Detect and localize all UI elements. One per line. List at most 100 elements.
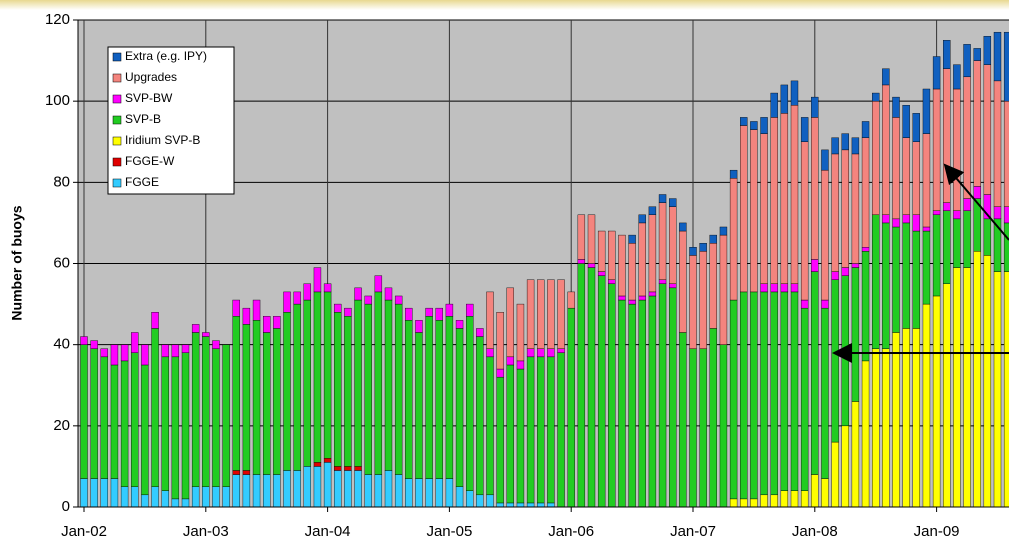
bar-segment: [344, 316, 352, 467]
bar-segment: [679, 332, 687, 508]
bar-segment: [821, 169, 829, 301]
bar-segment: [202, 336, 210, 487]
bar-segment: [689, 348, 697, 508]
bar-segment: [648, 291, 657, 297]
bar-segment: [293, 303, 301, 471]
bar-segment: [943, 283, 951, 508]
bar-segment: [811, 259, 819, 272]
bar-segment: [800, 307, 809, 491]
top-band: [0, 0, 1009, 10]
bar-segment: [567, 307, 575, 508]
bar-segment: [476, 328, 484, 337]
legend-swatch: [112, 52, 122, 62]
bar-segment: [445, 303, 454, 317]
bar-segment: [790, 283, 799, 293]
bar-segment: [922, 230, 931, 305]
bar-segment: [892, 226, 900, 333]
bar-segment: [466, 490, 474, 508]
bar-segment: [557, 348, 565, 353]
bar-segment: [212, 348, 220, 487]
bar-segment: [232, 299, 240, 317]
bar-segment: [141, 494, 149, 508]
bar-segment: [466, 303, 474, 317]
legend-swatch: [112, 94, 122, 104]
bar-segment: [872, 100, 880, 215]
legend-label: SVP-B: [125, 112, 161, 126]
bar-segment: [364, 474, 372, 508]
x-tick-label: Jan-05: [426, 523, 472, 540]
legend-swatch: [112, 178, 122, 188]
bar-segment: [882, 222, 890, 349]
bar-segment: [760, 133, 768, 284]
bar-segment: [679, 222, 687, 232]
bar-segment: [394, 303, 403, 475]
bar-segment: [202, 332, 210, 337]
x-tick-label: Jan-09: [914, 523, 960, 540]
x-tick-label: Jan-04: [305, 523, 351, 540]
bar-segment: [496, 376, 504, 504]
x-tick-label: Jan-02: [61, 523, 107, 540]
bar-segment: [831, 271, 839, 280]
bar-segment: [425, 307, 433, 317]
bar-segment: [851, 137, 860, 155]
bar-segment: [912, 141, 920, 216]
bar-segment: [882, 214, 890, 224]
bar-segment: [435, 307, 443, 321]
bar-segment: [811, 474, 819, 508]
bar-segment: [120, 344, 129, 362]
bar-segment: [232, 470, 240, 475]
bar-segment: [628, 243, 636, 301]
bar-segment: [669, 206, 677, 284]
bar-segment: [953, 88, 961, 211]
bar-segment: [313, 267, 322, 293]
bar-segment: [537, 356, 545, 504]
bar-segment: [334, 466, 342, 471]
x-tick-label: Jan-08: [792, 523, 838, 540]
bar-segment: [486, 291, 494, 349]
bar-segment: [892, 218, 900, 228]
bar-segment: [831, 279, 839, 443]
bar-segment: [222, 344, 230, 487]
bar-segment: [760, 117, 768, 134]
bar-segment: [729, 299, 738, 500]
bar-segment: [1003, 206, 1009, 224]
bar-segment: [526, 348, 535, 358]
bar-segment: [669, 283, 677, 289]
bar-segment: [851, 267, 860, 402]
bar-segment: [912, 214, 920, 232]
bar-segment: [699, 251, 707, 349]
bar-segment: [973, 186, 981, 199]
y-tick-label: 100: [45, 92, 70, 109]
bar-segment: [892, 96, 900, 118]
bar-segment: [729, 178, 738, 301]
bar-segment: [902, 105, 910, 138]
bar-segment: [293, 291, 301, 305]
bar-segment: [882, 84, 890, 216]
bar-segment: [486, 356, 494, 496]
bar-segment: [303, 299, 311, 467]
bar-segment: [526, 279, 535, 349]
bar-segment: [861, 360, 870, 508]
bar-segment: [800, 141, 809, 301]
bar-segment: [719, 344, 728, 508]
bar-segment: [323, 291, 332, 459]
bar-segment: [516, 368, 525, 504]
bar-segment: [252, 320, 261, 475]
bar-segment: [1003, 31, 1009, 102]
bar-segment: [466, 316, 474, 491]
bar-segment: [435, 478, 443, 508]
bar-segment: [882, 68, 890, 86]
bar-segment: [750, 129, 758, 293]
bar-segment: [953, 64, 961, 90]
bar-segment: [811, 271, 819, 475]
bar-segment: [283, 470, 291, 508]
bar-segment: [811, 117, 819, 260]
bar-segment: [242, 470, 251, 475]
bar-segment: [80, 478, 88, 508]
bar-segment: [344, 466, 352, 471]
y-axis-label: Number of buoys: [9, 205, 25, 320]
bar-segment: [445, 316, 454, 479]
bar-segment: [506, 364, 514, 504]
bar-segment: [973, 48, 981, 61]
